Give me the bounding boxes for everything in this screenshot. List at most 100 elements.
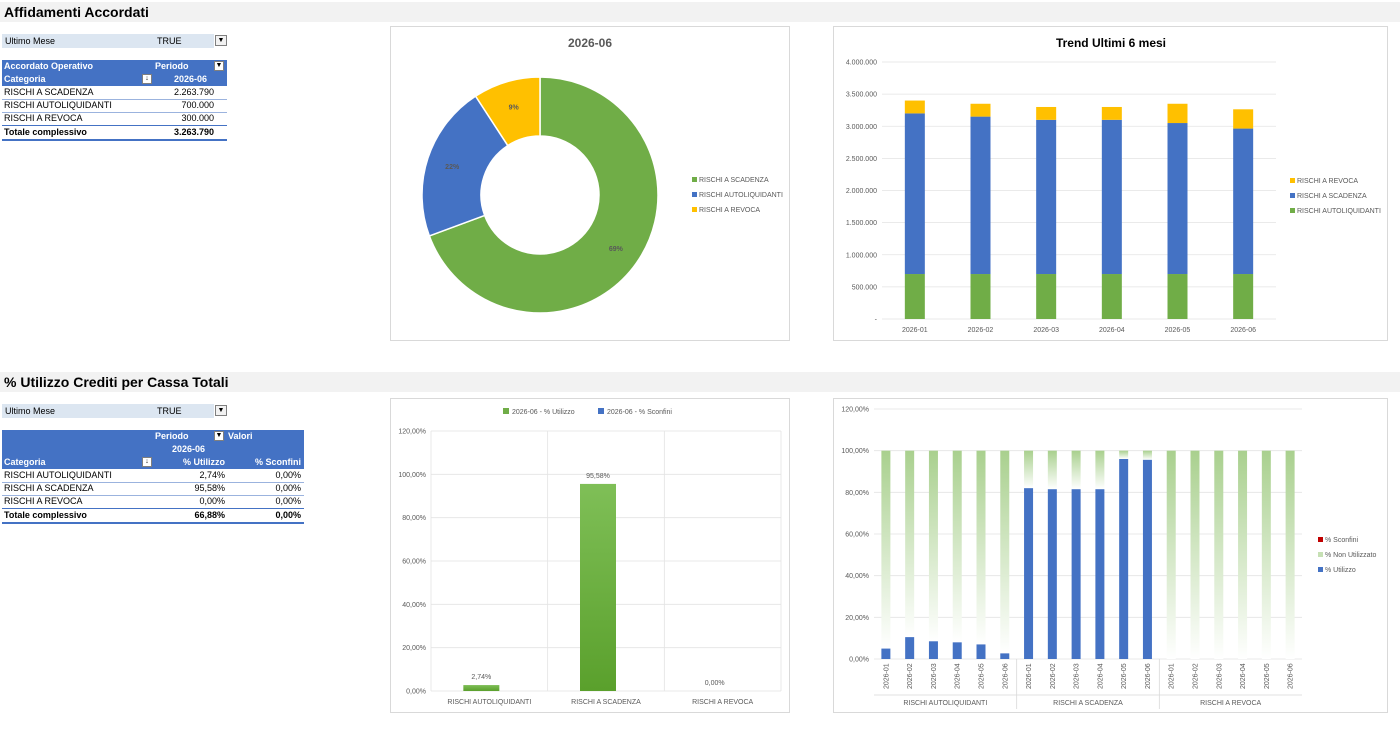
stacked-percent-chart[interactable]: 0,00% 20,00% 40,00% 60,00% 80,00% 100,00% 120,… [833,398,1388,713]
non-utilizzato-segment[interactable] [1285,450,1295,659]
pivot-row-label: RISCHI AUTOLIQUIDANTI [4,100,112,110]
non-utilizzato-segment[interactable] [1142,450,1152,460]
donut-slice[interactable] [421,95,509,237]
non-utilizzato-segment[interactable] [1166,450,1176,659]
pivot-subheader-row: Categoria ↓ 2026-06 [2,73,227,86]
y-tick-label: 20,00% [845,615,869,622]
trend-bar-segment[interactable] [1167,123,1188,275]
legend-swatch [692,207,697,212]
utilizzo-segment[interactable] [976,644,986,659]
utilizzo-bar[interactable] [580,483,616,691]
legend-label: RISCHI A REVOCA [1297,178,1358,185]
pivot-col-period: 2026-06 [173,74,207,84]
legend-swatch [598,408,604,414]
donut-slice[interactable] [474,76,541,147]
non-utilizzato-segment[interactable] [1119,450,1129,459]
trend-bar-segment[interactable] [1167,103,1188,124]
categoria-sort-icon[interactable]: ↓ [142,74,152,84]
utilizzo-segment[interactable] [1047,489,1057,659]
trend-bar-segment[interactable] [970,116,991,275]
trend-chart[interactable]: Trend Ultimi 6 mesi - 500.000 1.000.000 1.5… [833,26,1388,341]
x-tick-label: 2026-02 [907,663,914,689]
utilizzo-segment[interactable] [881,648,891,659]
trend-bar-segment[interactable] [1233,274,1254,319]
filter-dropdown-icon[interactable]: ▼ [215,35,227,46]
pivot-row-sconfini: 0,00% [275,470,301,480]
utilizzo-segment[interactable] [928,641,938,659]
y-tick-label: 1.500.000 [846,220,877,227]
utilizzo-segment[interactable] [1095,489,1105,659]
non-utilizzato-segment[interactable] [1000,450,1010,654]
non-utilizzato-segment[interactable] [976,450,986,645]
periodo-filter-icon[interactable]: ▼ [214,431,224,441]
non-utilizzato-segment[interactable] [881,450,891,649]
trend-bar-segment[interactable] [904,113,925,275]
utilizzo-segment[interactable] [1142,459,1152,659]
utilizzo-segment[interactable] [1024,488,1034,659]
trend-title: Trend Ultimi 6 mesi [1056,36,1166,50]
trend-bar-segment[interactable] [1036,106,1057,120]
x-tick-label: 2026-03 [1033,327,1059,334]
x-tick-label: 2026-02 [968,327,994,334]
group-label: RISCHI AUTOLIQUIDANTI [903,700,987,707]
pivot-col-categoria: Categoria [4,457,46,467]
pivot-row-label: RISCHI A SCADENZA [4,483,94,493]
x-tick-label: RISCHI AUTOLIQUIDANTI [447,699,531,706]
non-utilizzato-segment[interactable] [928,450,938,642]
y-tick-label: 100,00% [398,472,426,479]
trend-bar-segment[interactable] [970,103,991,117]
trend-bar-segment[interactable] [1167,274,1188,319]
utilizzo-bar-chart[interactable]: 2026-06 - % Utilizzo 2026-06 - % Sconfini… [390,398,790,713]
non-utilizzato-segment[interactable] [1190,450,1200,659]
non-utilizzato-segment[interactable] [952,450,962,643]
utilizzo-segment[interactable] [905,637,915,659]
non-utilizzato-segment[interactable] [1214,450,1224,659]
trend-bar-segment[interactable] [1101,119,1122,275]
trend-bar-segment[interactable] [1233,109,1254,129]
pivot-col-utilizzo: % Utilizzo [183,457,225,467]
utilizzo-segment[interactable] [1000,653,1010,659]
non-utilizzato-segment[interactable] [1047,450,1057,490]
periodo-filter-icon[interactable]: ▼ [214,61,224,71]
donut-chart[interactable]: 2026-06 69% 22% 9% RISCHI A SCADENZA RISCHI… [390,26,790,341]
donut-slice[interactable] [428,76,659,314]
utilizzo-segment[interactable] [1071,489,1081,659]
trend-bar-segment[interactable] [1101,274,1122,319]
filter-value: TRUE [152,404,214,418]
non-utilizzato-segment[interactable] [1024,450,1034,489]
utilizzo-segment[interactable] [1119,459,1129,659]
bar-data-label: 95,58% [586,473,610,480]
trend-bar-segment[interactable] [904,274,925,319]
non-utilizzato-segment[interactable] [905,450,915,638]
categoria-sort-icon[interactable]: ↓ [142,457,152,467]
utilizzo-segment[interactable] [952,642,962,659]
non-utilizzato-segment[interactable] [1095,450,1105,490]
utilizzo-bar[interactable] [463,685,500,691]
pivot-col-categoria: Categoria [4,74,46,84]
trend-bar-segment[interactable] [1233,128,1254,275]
pivot-row-value: 300.000 [181,113,214,123]
trend-bar-segment[interactable] [1036,119,1057,275]
trend-bar-segment[interactable] [1036,274,1057,319]
y-tick-label: 80,00% [402,515,426,522]
non-utilizzato-segment[interactable] [1238,450,1248,659]
trend-bar-segment[interactable] [1101,106,1122,120]
legend-swatch [1290,208,1295,213]
pivot-header-accordato: Accordato Operativo [4,61,94,71]
utilizzo-chart-svg: 2026-06 - % Utilizzo 2026-06 - % Sconfini… [398,408,782,706]
y-tick-label: 2.500.000 [846,156,877,163]
y-tick-label: 40,00% [402,602,426,609]
non-utilizzato-segment[interactable] [1071,450,1081,490]
trend-bar-segment[interactable] [970,274,991,319]
legend-label: RISCHI AUTOLIQUIDANTI [699,192,783,199]
legend-label: % Utilizzo [1325,567,1356,574]
filter-dropdown-icon[interactable]: ▼ [215,405,227,416]
pivot-row-sconfini: 0,00% [275,483,301,493]
trend-bar-segment[interactable] [904,100,925,114]
y-tick-label: 500.000 [852,284,877,291]
non-utilizzato-segment[interactable] [1261,450,1271,659]
y-tick-label: 4.000.000 [846,60,877,67]
pivot-table-accordato: Accordato Operativo Periodo ▼ Categoria … [2,60,227,141]
section-title-utilizzo: % Utilizzo Crediti per Cassa Totali [0,372,1400,392]
pivot-subheader-row: 2026-06 [2,443,304,456]
